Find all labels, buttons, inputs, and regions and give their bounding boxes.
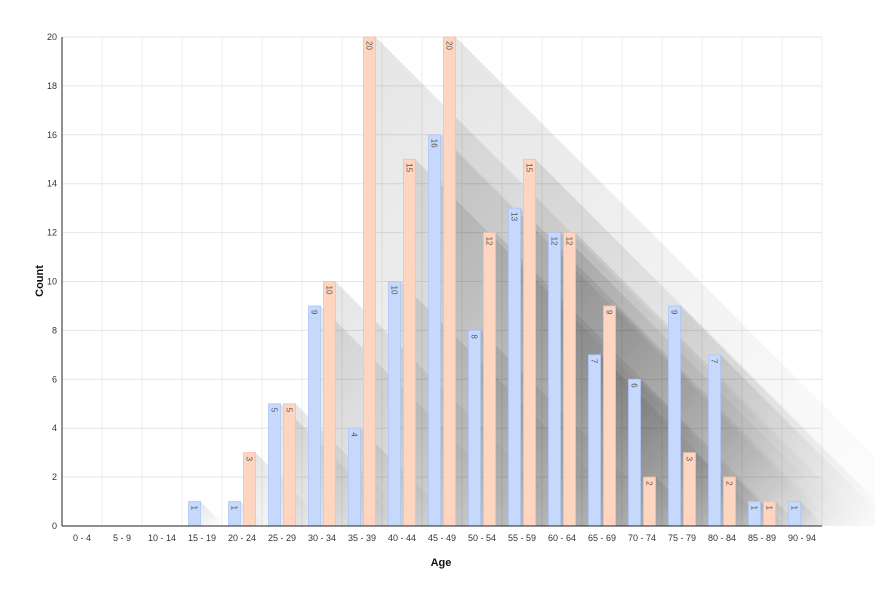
bar-shadow (735, 477, 785, 526)
x-tick-label: 5 - 9 (113, 533, 131, 543)
bar-value-label: 15 (525, 163, 534, 172)
x-tick-label: 25 - 29 (268, 533, 296, 543)
bar-value-label: 12 (485, 237, 494, 246)
y-tick-label: 20 (47, 32, 57, 42)
y-tick-label: 8 (52, 325, 57, 335)
x-axis-title: Age (431, 557, 452, 569)
bar-value-label: 9 (310, 310, 319, 315)
x-tick-label: 35 - 39 (348, 533, 376, 543)
bar-value-label: 12 (550, 237, 559, 246)
bar-series-1 (428, 134, 441, 527)
bar-series-2 (363, 36, 376, 527)
bar-series-2 (683, 452, 696, 527)
x-tick-label: 75 - 79 (668, 533, 696, 543)
bar-series-2 (523, 158, 536, 527)
bar-value-label: 9 (605, 310, 614, 315)
bar-value-label: 20 (365, 41, 374, 50)
x-tick-label: 15 - 19 (188, 533, 216, 543)
bar-value-label: 10 (325, 286, 334, 295)
bar-value-label: 7 (710, 359, 719, 364)
bar-value-label: 7 (590, 359, 599, 364)
bar-series-1 (468, 329, 481, 527)
x-tick-label: 60 - 64 (548, 533, 576, 543)
x-tick-label: 70 - 74 (628, 533, 656, 543)
bar-series-2 (283, 403, 296, 527)
bar-value-label: 1 (190, 506, 199, 511)
bar-series-1 (708, 354, 721, 527)
bar-value-label: 1 (230, 506, 239, 511)
bar-series-2 (443, 36, 456, 527)
bar-value-label: 20 (445, 41, 454, 50)
bar-series-1 (388, 281, 401, 527)
bar-shadow (200, 501, 225, 526)
bar-value-label: 1 (765, 506, 774, 511)
bar-series-1 (668, 305, 681, 527)
bar-series-1 (628, 378, 641, 527)
bar-value-label: 2 (725, 481, 734, 486)
y-tick-label: 16 (47, 130, 57, 140)
bar-value-label: 4 (350, 432, 359, 437)
bar-value-label: 5 (285, 408, 294, 413)
x-tick-label: 30 - 34 (308, 533, 336, 543)
bar-series-1 (308, 305, 321, 527)
bar-value-label: 6 (630, 383, 639, 388)
bar-series-2 (243, 452, 256, 527)
bar-series-1 (268, 403, 281, 527)
bar-series-2 (403, 158, 416, 527)
x-tick-label: 80 - 84 (708, 533, 736, 543)
bar-series-2 (323, 281, 336, 527)
x-tick-label: 90 - 94 (788, 533, 816, 543)
bar-value-label: 1 (790, 506, 799, 511)
x-tick-label: 40 - 44 (388, 533, 416, 543)
bar-series-1 (588, 354, 601, 527)
y-tick-label: 4 (52, 423, 57, 433)
y-tick-label: 14 (47, 179, 57, 189)
bar-value-label: 12 (565, 237, 574, 246)
bar-series-2 (603, 305, 616, 527)
y-tick-label: 10 (47, 277, 57, 287)
bar-value-label: 2 (645, 481, 654, 486)
bar-value-label: 15 (405, 163, 414, 172)
bar-value-label: 3 (685, 457, 694, 462)
x-tick-label: 55 - 59 (508, 533, 536, 543)
x-tick-label: 20 - 24 (228, 533, 256, 543)
bar-shadow (655, 477, 705, 526)
bar-series-2 (483, 232, 496, 527)
x-tick-label: 50 - 54 (468, 533, 496, 543)
bar-series-1 (508, 207, 521, 527)
x-tick-label: 45 - 49 (428, 533, 456, 543)
y-tick-label: 6 (52, 374, 57, 384)
y-axis-title: Count (34, 265, 46, 297)
x-tick-label: 65 - 69 (588, 533, 616, 543)
bar-value-label: 13 (510, 212, 519, 221)
y-tick-label: 12 (47, 228, 57, 238)
bar-value-label: 1 (750, 506, 759, 511)
bar-value-label: 9 (670, 310, 679, 315)
x-tick-label: 10 - 14 (148, 533, 176, 543)
bars (188, 36, 801, 527)
bar-series-2 (563, 232, 576, 527)
bar-series-1 (348, 427, 361, 527)
x-tick-label: 0 - 4 (73, 533, 91, 543)
x-tick-label: 85 - 89 (748, 533, 776, 543)
bar-value-label: 16 (430, 139, 439, 148)
y-tick-label: 18 (47, 81, 57, 91)
bar-value-label: 3 (245, 457, 254, 462)
bar-value-label: 10 (390, 286, 399, 295)
bar-value-label: 8 (470, 334, 479, 339)
y-tick-label: 2 (52, 472, 57, 482)
bar-value-label: 5 (270, 408, 279, 413)
bar-series-1 (548, 232, 561, 527)
y-tick-label: 0 (52, 521, 57, 531)
